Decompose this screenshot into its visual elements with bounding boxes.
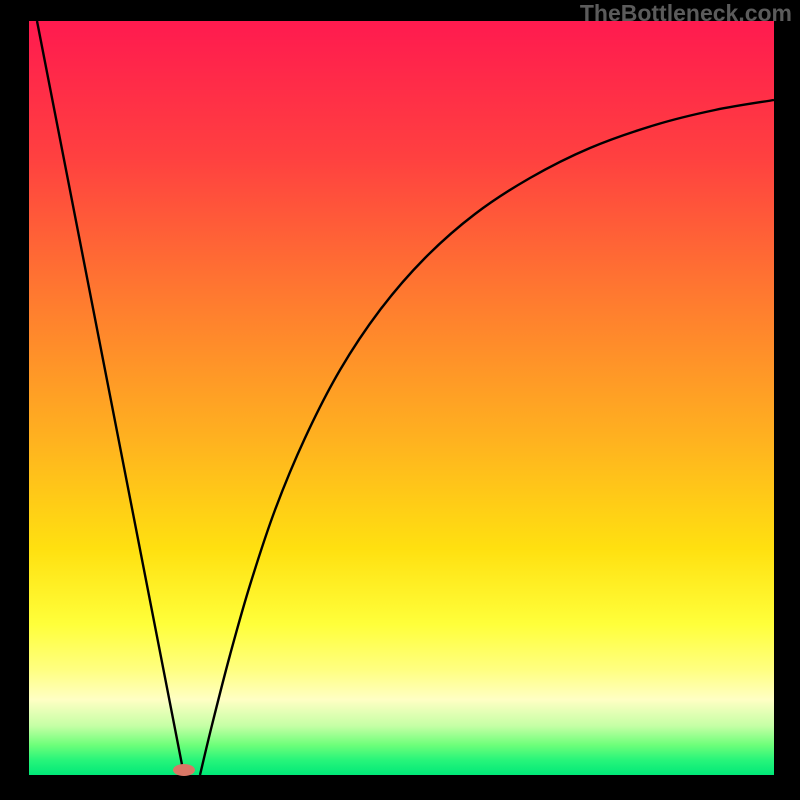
plot-area — [29, 21, 774, 775]
watermark-text: TheBottleneck.com — [580, 0, 792, 27]
optimal-marker — [173, 764, 195, 776]
chart-container: TheBottleneck.com — [0, 0, 800, 800]
bottleneck-curve — [0, 0, 800, 800]
